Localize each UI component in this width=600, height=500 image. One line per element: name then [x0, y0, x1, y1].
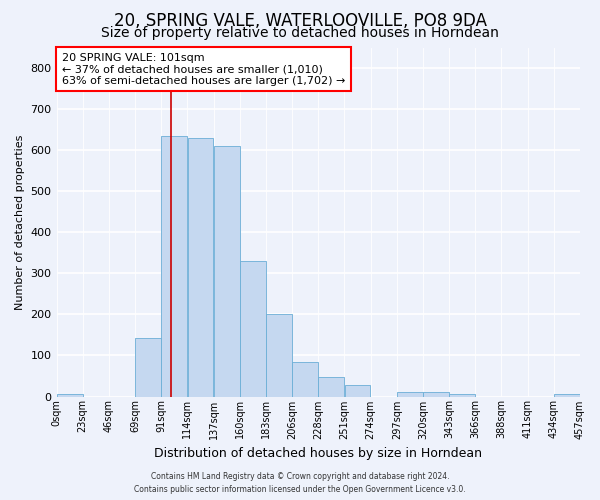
Text: Contains HM Land Registry data © Crown copyright and database right 2024.
Contai: Contains HM Land Registry data © Crown c…: [134, 472, 466, 494]
Bar: [135, 338, 161, 396]
Bar: [188, 138, 214, 396]
Bar: [292, 362, 318, 396]
Bar: [344, 384, 370, 396]
Bar: [214, 146, 239, 396]
Bar: [57, 394, 83, 396]
Bar: [240, 261, 266, 396]
Text: 20, SPRING VALE, WATERLOOVILLE, PO8 9DA: 20, SPRING VALE, WATERLOOVILLE, PO8 9DA: [113, 12, 487, 30]
X-axis label: Distribution of detached houses by size in Horndean: Distribution of detached houses by size …: [154, 447, 482, 460]
Bar: [449, 394, 475, 396]
Bar: [161, 136, 187, 396]
Bar: [319, 377, 344, 396]
Text: 20 SPRING VALE: 101sqm
← 37% of detached houses are smaller (1,010)
63% of semi-: 20 SPRING VALE: 101sqm ← 37% of detached…: [62, 52, 345, 86]
Bar: [423, 392, 449, 396]
Bar: [266, 314, 292, 396]
Bar: [397, 392, 423, 396]
Y-axis label: Number of detached properties: Number of detached properties: [15, 134, 25, 310]
Text: Size of property relative to detached houses in Horndean: Size of property relative to detached ho…: [101, 26, 499, 40]
Bar: [554, 394, 580, 396]
